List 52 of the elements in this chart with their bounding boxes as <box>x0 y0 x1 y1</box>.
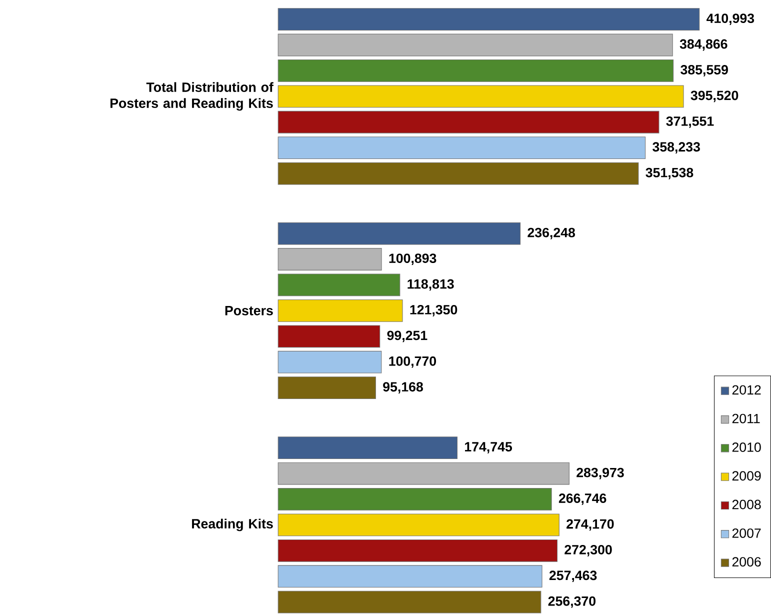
data-label: 257,463 <box>549 570 597 582</box>
bar <box>278 436 458 460</box>
data-label: 236,248 <box>528 228 576 240</box>
data-label: 371,551 <box>666 116 714 128</box>
bar <box>278 60 674 82</box>
bar <box>278 539 558 562</box>
bar <box>278 300 403 322</box>
data-label: 121,350 <box>410 305 458 316</box>
bar <box>278 462 570 485</box>
bar <box>278 565 542 588</box>
data-label: 100,893 <box>389 254 436 265</box>
bar <box>278 34 673 56</box>
data-label: 272,300 <box>564 545 612 556</box>
data-label: 410,993 <box>706 14 754 26</box>
data-label: 351,538 <box>646 168 694 180</box>
bar <box>278 274 400 296</box>
data-label: 274,170 <box>566 519 614 531</box>
bar <box>278 222 521 245</box>
data-label: 395,520 <box>690 90 738 102</box>
data-label: 99,251 <box>387 330 428 342</box>
bar <box>278 590 542 614</box>
bar <box>278 85 684 108</box>
data-label: 385,559 <box>680 65 728 76</box>
bar <box>278 325 380 348</box>
legend-label: 2010 <box>732 442 761 452</box>
y-tick-label: Posters <box>225 306 273 316</box>
legend-label: 2012 <box>732 385 761 395</box>
bar <box>278 136 646 160</box>
bar <box>278 514 560 536</box>
data-label: 283,973 <box>576 468 624 480</box>
legend-label: 2011 <box>732 414 760 424</box>
data-label: 174,745 <box>465 442 512 454</box>
legend-label: 2009 <box>732 471 761 481</box>
data-label: 118,813 <box>408 279 454 291</box>
data-label: 358,233 <box>652 142 700 154</box>
bar <box>278 376 376 400</box>
bar <box>278 350 382 374</box>
legend-label: 2008 <box>732 500 761 510</box>
bar <box>278 162 639 185</box>
bar <box>278 248 382 270</box>
y-tick-label: Total Distribution of Posters and Reading Kits <box>110 82 274 111</box>
data-label: 266,746 <box>558 494 606 505</box>
legend-label: 2007 <box>732 528 761 538</box>
data-label: 100,770 <box>389 356 436 368</box>
bar <box>278 488 552 510</box>
bar <box>278 8 700 31</box>
data-label: 95,168 <box>383 382 423 394</box>
bar <box>278 110 660 134</box>
y-tick-label: Reading Kits <box>192 518 273 532</box>
data-label: 256,370 <box>548 596 596 608</box>
data-label: 384,866 <box>680 39 728 51</box>
legend-label: 2006 <box>732 557 761 567</box>
